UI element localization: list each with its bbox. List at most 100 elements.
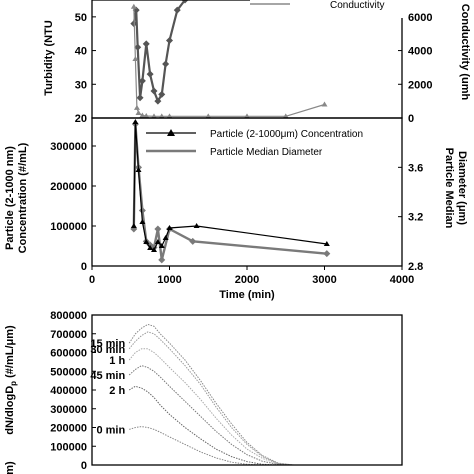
series-line-turbidity <box>132 0 188 104</box>
panel1-series <box>130 0 328 119</box>
panel3-ylabel-subscript: p <box>9 381 18 386</box>
p3-ytick-label-0: 0 <box>81 460 87 472</box>
p3-ytick-label-8: 800000 <box>50 310 87 322</box>
distribution-label-4: 2 h <box>109 385 125 397</box>
series-turbidity-point-8 <box>154 97 162 105</box>
p3-ytick-label-7: 700000 <box>50 329 87 341</box>
p2-y2tick-label-0: 2.8 <box>408 261 423 273</box>
series-turbidity-point-12 <box>173 6 181 14</box>
distribution-line-5 <box>129 426 263 466</box>
panel2-right-axis-label-line2: Diameter (μm) <box>456 151 468 225</box>
series-concentration-point-1 <box>132 119 139 124</box>
series-concentration-point-0 <box>130 223 137 228</box>
panel2-right-axis-label: Particle Median Diameter (μm) <box>443 148 468 229</box>
series-concentration-point-12 <box>323 241 330 246</box>
series-conductivity-point-12 <box>321 101 328 107</box>
p3-ytick-label-1: 100000 <box>50 441 87 453</box>
series-conductivity-point-11 <box>282 113 289 119</box>
series-conductivity-point-3 <box>135 109 142 115</box>
series-conductivity-point-2 <box>133 104 140 110</box>
panel3-left-ticks: 0 100000 200000 300000 400000 500000 600000 700… <box>50 310 96 472</box>
p1-y2tick-label-2: 4000 <box>408 46 432 58</box>
series-concentration-point-7 <box>154 239 161 244</box>
series-median-diameter-point-10 <box>189 237 197 245</box>
distribution-line-1 <box>128 331 294 466</box>
panel1-right-axis-label: Conductivity (umh <box>459 4 471 101</box>
p3-ytick-label-4: 400000 <box>50 385 87 397</box>
series-concentration-point-6 <box>151 247 157 252</box>
series-median-diameter-point-3 <box>138 207 146 214</box>
distribution-label-2: 1 h <box>109 355 125 367</box>
panel3-left-axis-label: dN/dlogDp (#/mL/μm) <box>4 325 18 435</box>
series-median-diameter-point-7 <box>154 225 162 233</box>
particle-panel: 0 100000 200000 300000 2.8 3.2 3.6 0 1000 2000 3… <box>4 117 468 301</box>
panel2-x-axis-label: Time (min) <box>219 289 275 301</box>
series-turbidity-point-6 <box>146 70 154 78</box>
series-concentration-point-3 <box>139 219 146 224</box>
series-conductivity-point-0 <box>130 3 137 9</box>
series-concentration-point-2 <box>135 167 142 172</box>
series-turbidity-point-2 <box>134 43 142 51</box>
distribution-label-1: 30 min <box>90 344 125 356</box>
panel2-left-axis-label: Particle (2-1000 nm) Concentration (#/mL… <box>4 142 29 253</box>
series-concentration-point-4 <box>143 239 150 244</box>
series-turbidity-point-11 <box>166 36 173 44</box>
series-conductivity-point-6 <box>151 113 157 119</box>
panel2-right-ticks: 2.8 3.2 3.6 <box>398 162 423 273</box>
p1-y2tick-label-0: 0 <box>408 113 414 125</box>
p1-y2tick-label-3: 6000 <box>408 12 432 24</box>
distribution-label-3: 45 min <box>90 370 125 382</box>
panel2-left-ticks: 0 100000 200000 300000 <box>50 141 96 273</box>
series-turbidity-point-9 <box>158 90 166 98</box>
series-concentration-point-10 <box>166 225 173 230</box>
series-conductivity-point-5 <box>143 112 150 118</box>
series-turbidity-point-3 <box>136 94 144 102</box>
series-concentration-point-11 <box>193 223 200 228</box>
turbidity-conductivity-panel: 20 30 40 50 0 2000 4000 6000 Turbidity (NTU Co… <box>43 0 471 125</box>
p3-ytick-label-6: 600000 <box>50 348 87 360</box>
panel2-series <box>130 119 331 264</box>
p1-ytick-label-1: 30 <box>75 79 87 91</box>
p2-ytick-label-3: 300000 <box>50 141 87 153</box>
p3-ytick-label-3: 300000 <box>50 404 87 416</box>
p2-y2tick-label-1: 3.2 <box>408 212 423 224</box>
distribution-label-0: 15 min <box>90 338 125 350</box>
series-line-concentration <box>133 121 327 251</box>
panel2-right-axis-label-line1: Particle Median <box>443 148 455 229</box>
series-median-diameter-point-8 <box>158 256 166 264</box>
panel1-left-ticks: 20 30 40 50 <box>75 12 96 125</box>
series-conductivity-point-8 <box>166 113 173 119</box>
p3-ytick-label-2: 200000 <box>50 423 87 435</box>
panel3-ylabel-main: dN/dlogD <box>4 386 16 435</box>
series-concentration-point-8 <box>158 243 165 248</box>
panel1-legend: Conductivity <box>250 0 404 18</box>
p2-xtick-label-2: 2000 <box>235 274 259 286</box>
panel2-left-axis-label-line1: Particle (2-1000 nm) <box>4 146 16 250</box>
panel2-legend-label-diameter: Particle Median Diameter <box>210 147 323 158</box>
distribution-label-5: 0 min <box>96 424 125 436</box>
panel2-legend-label-concentration: Particle (2-1000μm) Concentration <box>210 129 363 140</box>
series-turbidity-point-5 <box>142 40 150 48</box>
p1-y2tick-label-1: 2000 <box>408 79 432 91</box>
panel1-legend-label-conductivity: Conductivity <box>330 0 384 11</box>
distribution-line-4 <box>128 385 279 466</box>
p2-xtick-label-3: 3000 <box>312 274 336 286</box>
series-conductivity-point-9 <box>205 113 212 119</box>
p1-ytick-label-3: 50 <box>75 12 87 24</box>
p3-ytick-label-5: 500000 <box>50 366 87 378</box>
series-turbidity-point-7 <box>150 87 158 95</box>
p2-y2tick-label-2: 3.6 <box>408 162 423 174</box>
distribution-line-2 <box>128 348 294 466</box>
p2-xtick-label-0: 0 <box>89 274 95 286</box>
distribution-line-3 <box>128 365 294 466</box>
panel2-x-ticks: 0 1000 2000 3000 4000 <box>89 266 414 286</box>
panel1-right-ticks: 0 2000 4000 6000 <box>398 12 432 125</box>
series-line-conductivity <box>133 6 325 117</box>
series-conductivity-point-4 <box>139 112 146 118</box>
p2-ytick-label-1: 100000 <box>50 221 87 233</box>
p1-ytick-label-2: 40 <box>75 46 87 58</box>
p2-xtick-label-4: 4000 <box>390 274 414 286</box>
